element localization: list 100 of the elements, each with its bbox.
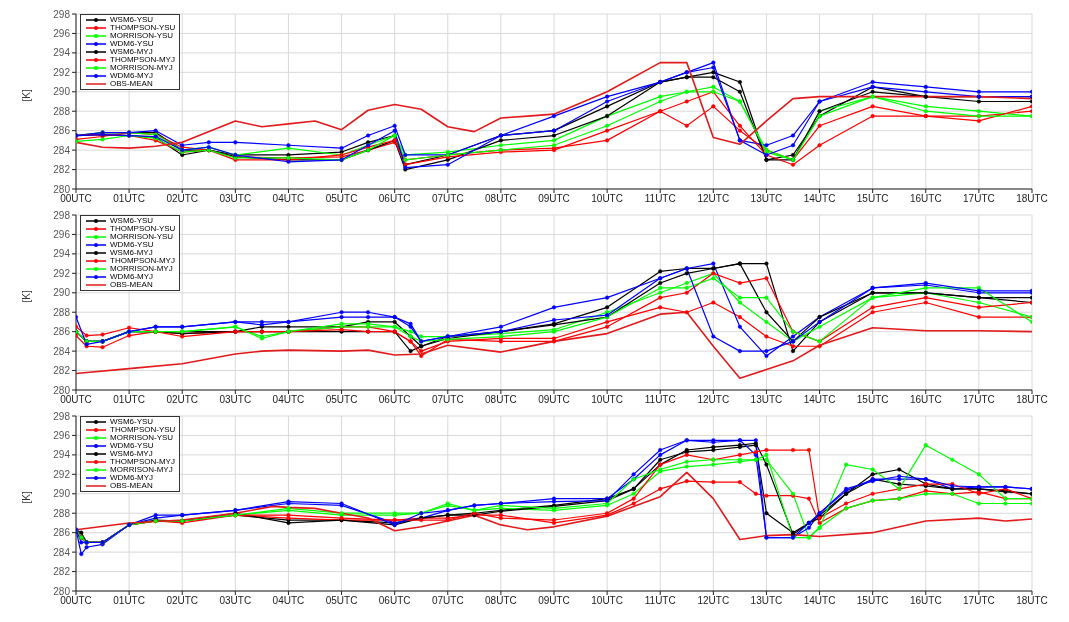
- y-axis-title: [K]: [20, 491, 32, 504]
- legend-label: THOMPSON-MYJ: [110, 457, 175, 466]
- legend-label: OBS-MEAN: [110, 481, 153, 490]
- legend-label: THOMPSON-YSU: [110, 23, 176, 32]
- y-axis-title: [K]: [20, 290, 32, 303]
- x-tick-label: 08UTC: [485, 394, 517, 406]
- x-tick-label: 04UTC: [272, 193, 305, 205]
- x-tick-label: 08UTC: [485, 193, 517, 205]
- x-tick-label: 02UTC: [166, 193, 199, 205]
- legend-label: WDM6-YSU: [110, 240, 154, 249]
- legend-label: WSM6-YSU: [110, 417, 154, 426]
- x-tick-label: 03UTC: [219, 193, 252, 205]
- x-tick-label: 01UTC: [113, 394, 145, 406]
- y-tick-label: 284: [53, 345, 71, 357]
- x-tick-label: 18UTC: [1016, 595, 1048, 607]
- x-tick-label: 10UTC: [591, 193, 623, 205]
- legend-label: WSM6-MYJ: [110, 449, 153, 458]
- x-tick-label: 17UTC: [963, 595, 995, 607]
- y-tick-label: 292: [53, 267, 71, 279]
- x-tick-label: 04UTC: [272, 394, 305, 406]
- x-tick-label: 13UTC: [750, 394, 783, 406]
- y-tick-label: 292: [53, 66, 71, 78]
- x-tick-label: 00UTC: [60, 595, 92, 607]
- legend-label: THOMPSON-YSU: [110, 224, 176, 233]
- x-tick-label: 09UTC: [538, 193, 570, 205]
- x-tick-label: 03UTC: [219, 595, 252, 607]
- y-tick-label: 282: [53, 566, 71, 578]
- legend-label: OBS-MEAN: [110, 79, 153, 88]
- legend-label: WSM6-MYJ: [110, 47, 153, 56]
- legend-label: WDM6-MYJ: [110, 71, 154, 80]
- x-tick-label: 14UTC: [803, 193, 836, 205]
- y-tick-label: 286: [53, 326, 71, 338]
- y-tick-label: 288: [53, 105, 71, 117]
- x-tick-label: 11UTC: [644, 394, 676, 406]
- y-tick-label: 280: [53, 384, 71, 396]
- y-tick-label: 282: [53, 164, 71, 176]
- x-tick-label: 02UTC: [166, 394, 199, 406]
- x-tick-label: 12UTC: [697, 595, 730, 607]
- y-axis-title: [K]: [20, 89, 32, 102]
- y-tick-label: 296: [53, 429, 71, 441]
- x-tick-label: 02UTC: [166, 595, 199, 607]
- x-tick-label: 01UTC: [113, 193, 145, 205]
- x-tick-label: 15UTC: [856, 394, 889, 406]
- y-tick-label: 294: [53, 47, 71, 59]
- x-tick-label: 12UTC: [697, 193, 730, 205]
- legend-label: MORRISON-MYJ: [110, 63, 173, 72]
- y-tick-label: 288: [53, 507, 71, 519]
- legend-label: WDM6-YSU: [110, 39, 154, 48]
- x-tick-label: 18UTC: [1016, 394, 1048, 406]
- y-tick-label: 290: [53, 86, 71, 98]
- legend-label: THOMPSON-MYJ: [110, 55, 175, 64]
- y-tick-label: 286: [53, 527, 71, 539]
- x-tick-label: 16UTC: [909, 394, 942, 406]
- x-tick-label: 09UTC: [538, 595, 570, 607]
- y-tick-label: 280: [53, 183, 71, 195]
- y-tick-label: 294: [53, 449, 71, 461]
- y-tick-label: 296: [53, 27, 71, 39]
- y-tick-label: 296: [53, 228, 71, 240]
- x-tick-label: 10UTC: [591, 394, 623, 406]
- legend-label: MORRISON-MYJ: [110, 465, 173, 474]
- legend-label: THOMPSON-YSU: [110, 425, 176, 434]
- y-tick-label: 280: [53, 585, 71, 597]
- x-tick-label: 03UTC: [219, 394, 252, 406]
- x-tick-label: 13UTC: [750, 595, 783, 607]
- x-tick-label: 16UTC: [909, 595, 942, 607]
- x-tick-label: 15UTC: [856, 193, 889, 205]
- y-tick-label: 298: [53, 209, 71, 221]
- legend-label: MORRISON-YSU: [110, 433, 174, 442]
- x-tick-label: 17UTC: [963, 193, 995, 205]
- x-tick-label: 11UTC: [644, 595, 676, 607]
- x-tick-label: 10UTC: [591, 595, 623, 607]
- x-tick-label: 17UTC: [963, 394, 995, 406]
- legend-label: WSM6-YSU: [110, 15, 154, 24]
- legend-label: THOMPSON-MYJ: [110, 256, 175, 265]
- x-tick-label: 14UTC: [803, 595, 836, 607]
- x-tick-label: 16UTC: [909, 193, 942, 205]
- legend-label: WSM6-YSU: [110, 216, 154, 225]
- legend-label: WSM6-MYJ: [110, 248, 153, 257]
- legend-label: MORRISON-MYJ: [110, 264, 173, 273]
- x-tick-label: 06UTC: [378, 595, 411, 607]
- x-tick-label: 00UTC: [60, 193, 92, 205]
- x-tick-label: 13UTC: [750, 193, 783, 205]
- y-tick-label: 286: [53, 125, 71, 137]
- x-tick-label: 11UTC: [644, 193, 676, 205]
- x-tick-label: 00UTC: [60, 394, 92, 406]
- x-tick-label: 06UTC: [378, 394, 411, 406]
- y-tick-label: 292: [53, 468, 71, 480]
- x-tick-label: 07UTC: [431, 394, 464, 406]
- y-tick-label: 290: [53, 287, 71, 299]
- x-tick-label: 06UTC: [378, 193, 411, 205]
- y-tick-label: 288: [53, 306, 71, 318]
- x-tick-label: 04UTC: [272, 595, 305, 607]
- legend-label: MORRISON-YSU: [110, 31, 174, 40]
- x-tick-label: 05UTC: [325, 193, 358, 205]
- x-tick-label: 09UTC: [538, 394, 570, 406]
- x-tick-label: 05UTC: [325, 595, 358, 607]
- y-tick-label: 282: [53, 365, 71, 377]
- y-tick-label: 284: [53, 546, 71, 558]
- y-tick-label: 284: [53, 144, 71, 156]
- x-tick-label: 05UTC: [325, 394, 358, 406]
